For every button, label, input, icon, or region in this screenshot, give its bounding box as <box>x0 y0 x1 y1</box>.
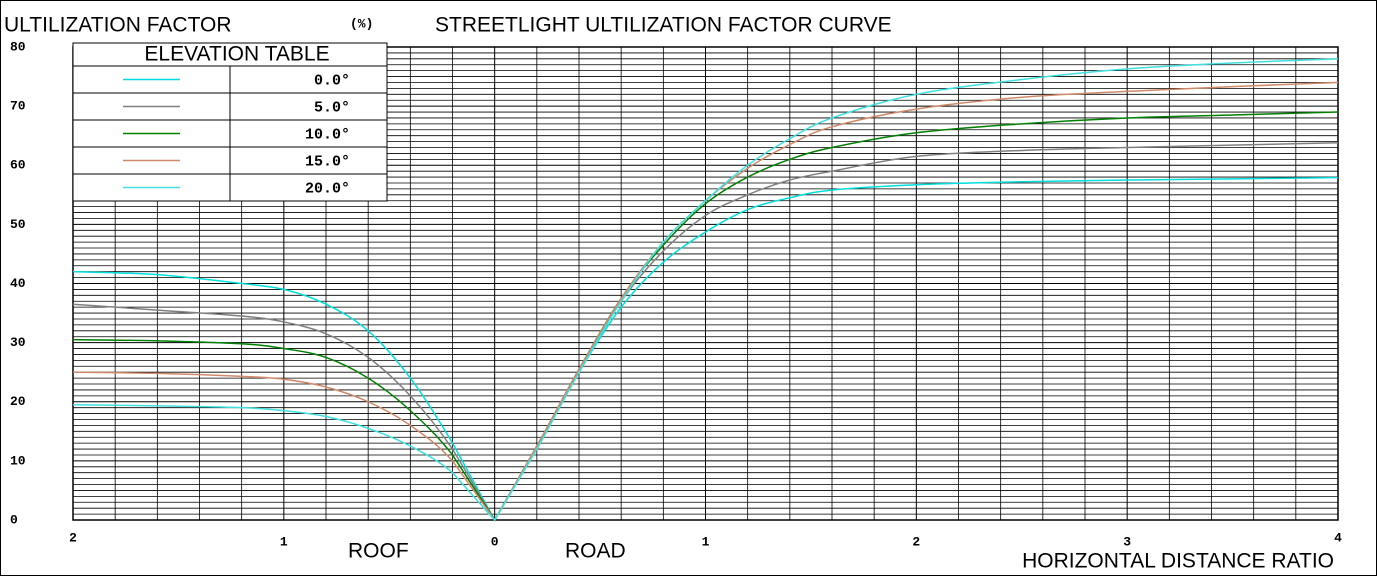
y-axis-unit: (%) <box>350 16 373 31</box>
chart-title: STREETLIGHT ULTILIZATION FACTOR CURVE <box>435 14 892 37</box>
legend-label: 10.0° <box>305 126 350 143</box>
y-tick-label: 80 <box>10 39 26 54</box>
legend-label: 20.0° <box>305 180 350 197</box>
y-tick-label: 0 <box>10 512 18 527</box>
x-tick-label: 1 <box>280 534 288 549</box>
x-tick-label: 4 <box>1334 530 1342 545</box>
plot-border <box>72 46 1339 521</box>
y-tick-label: 10 <box>10 453 26 468</box>
legend-label: 15.0° <box>305 153 350 170</box>
legend-label: 5.0° <box>314 99 350 116</box>
legend-label: 0.0° <box>314 72 350 89</box>
x-tick-label: 1 <box>702 534 710 549</box>
road-label: ROAD <box>565 540 626 563</box>
series-line <box>72 176 1339 522</box>
x-tick-label: 3 <box>1123 534 1131 549</box>
y-tick-label: 60 <box>10 158 26 173</box>
legend-title: ELEVATION TABLE <box>144 43 329 66</box>
y-tick-label: 20 <box>10 394 26 409</box>
series-line <box>72 58 1339 522</box>
y-tick-label: 70 <box>10 99 26 114</box>
y-tick-label: 30 <box>10 335 26 350</box>
series-line <box>72 81 1339 522</box>
y-tick-label: 50 <box>10 217 26 232</box>
roof-label: ROOF <box>348 540 409 563</box>
x-tick-label: 2 <box>912 534 920 549</box>
x-axis-label: HORIZONTAL DISTANCE RATIO <box>1022 550 1334 573</box>
y-tick-label: 40 <box>10 276 26 291</box>
x-tick-label: 2 <box>69 530 77 545</box>
x-tick-label: 0 <box>491 534 499 549</box>
y-axis-label: ULTILIZATION FACTOR <box>4 14 232 37</box>
